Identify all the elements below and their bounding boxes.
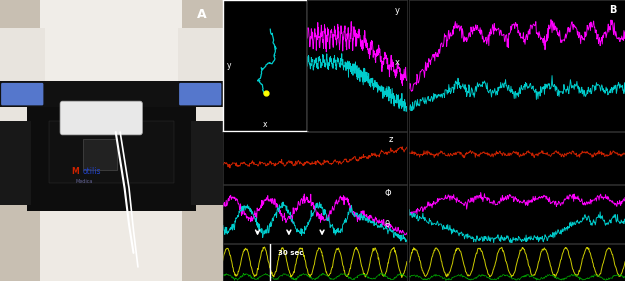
Text: M: M bbox=[71, 167, 79, 176]
FancyBboxPatch shape bbox=[0, 121, 31, 205]
Text: x: x bbox=[262, 120, 267, 129]
FancyBboxPatch shape bbox=[40, 202, 182, 281]
FancyBboxPatch shape bbox=[49, 121, 174, 183]
FancyBboxPatch shape bbox=[191, 121, 222, 205]
FancyBboxPatch shape bbox=[178, 28, 222, 155]
FancyBboxPatch shape bbox=[60, 101, 142, 135]
FancyBboxPatch shape bbox=[27, 93, 196, 211]
Text: Medica: Medica bbox=[76, 179, 93, 184]
Text: otilis: otilis bbox=[82, 167, 101, 176]
FancyBboxPatch shape bbox=[84, 139, 117, 170]
Text: x: x bbox=[395, 58, 400, 67]
Text: A: A bbox=[198, 8, 207, 21]
Text: y: y bbox=[227, 61, 231, 70]
FancyBboxPatch shape bbox=[179, 83, 221, 105]
FancyBboxPatch shape bbox=[0, 81, 222, 107]
FancyBboxPatch shape bbox=[1, 83, 43, 105]
Text: Φ: Φ bbox=[385, 189, 391, 198]
Text: y: y bbox=[395, 6, 400, 15]
FancyBboxPatch shape bbox=[40, 0, 182, 126]
Text: B: B bbox=[609, 5, 616, 15]
Text: 30 sec: 30 sec bbox=[278, 250, 303, 257]
Text: z: z bbox=[389, 135, 393, 144]
FancyBboxPatch shape bbox=[0, 28, 44, 155]
FancyBboxPatch shape bbox=[2, 132, 42, 166]
Text: θ: θ bbox=[385, 220, 390, 229]
